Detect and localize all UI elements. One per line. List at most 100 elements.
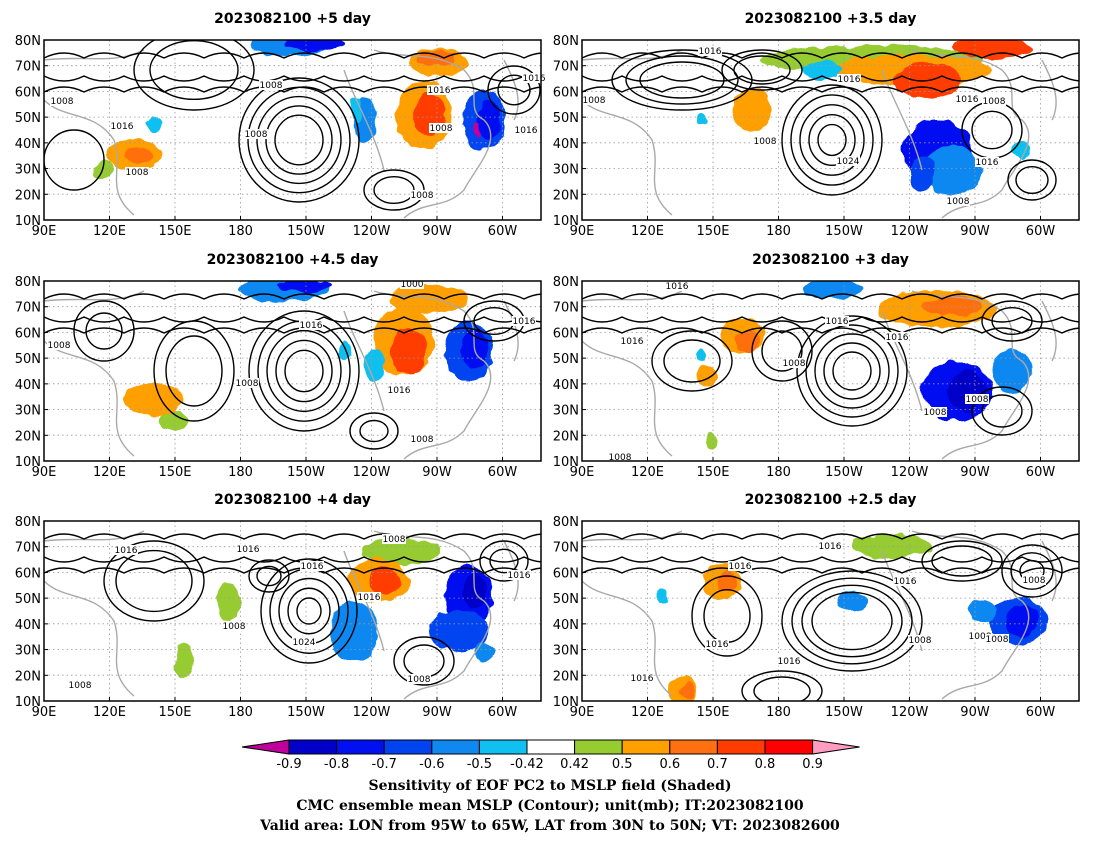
mslp-contour: [284, 349, 324, 393]
lon-tick-label: 150E: [696, 705, 729, 720]
contour-label: 1016: [115, 546, 138, 556]
map-panels: 1016 1008 1008 1016 1016 1008 1008 1016 1008 1008…: [15, 11, 1080, 720]
sensitivity-shade: [391, 327, 427, 375]
lat-tick-label: 20N: [15, 669, 41, 684]
lon-tick-label: 60W: [1026, 465, 1056, 480]
lat-tick-label: 40N: [553, 137, 579, 152]
lat-tick-label: 10N: [553, 214, 579, 229]
lon-tick-label: 60W: [488, 705, 518, 720]
mslp-contour: [582, 327, 1079, 334]
contour-label: 1008: [408, 675, 431, 685]
colorbar-segment: [526, 739, 576, 755]
lon-tick-label: 60W: [1026, 224, 1056, 239]
mslp-contour: [274, 114, 324, 166]
sensitivity-shade: [922, 145, 982, 195]
contour-label: 1016: [111, 122, 134, 132]
sensitivity-shade: [949, 371, 985, 411]
lon-tick-label: 180: [766, 465, 791, 480]
map-frame: [581, 520, 1080, 702]
colorbar-segment: [574, 739, 623, 755]
contour-label: 1016: [706, 640, 729, 650]
mslp-contour: [781, 570, 923, 672]
sensitivity-shade: [462, 573, 486, 609]
contour-label: 1016: [631, 674, 654, 684]
lat-tick-label: 30N: [553, 163, 579, 178]
contour-label: 1008: [969, 632, 992, 642]
colorbar-left-arrow: [241, 739, 290, 755]
mslp-contour: [44, 75, 541, 82]
contour-label: 1016: [838, 75, 861, 85]
mslp-contour: [741, 670, 823, 701]
contour-label: 1008: [983, 97, 1006, 107]
lat-tick-label: 70N: [553, 301, 579, 316]
sensitivity-shade: [992, 349, 1032, 393]
contour-label: 1008: [236, 379, 259, 389]
mslp-contour: [489, 548, 519, 574]
mslp-contour: [359, 419, 389, 443]
mslp-contour: [275, 339, 333, 403]
lat-tick-label: 60N: [15, 85, 41, 100]
mslp-contour: [44, 129, 105, 191]
mslp-contour: [663, 339, 721, 383]
coastline: [1041, 59, 1057, 121]
colorbar-label: -0.5: [467, 757, 492, 772]
mslp-contour: [296, 597, 322, 625]
colorbar-label: 0.9: [802, 757, 823, 772]
lat-tick-label: 60N: [553, 566, 579, 581]
colorbar-label: 0.7: [707, 757, 728, 772]
lon-tick-label: 120W: [353, 224, 391, 239]
lat-tick-label: 30N: [15, 644, 41, 659]
panel-title: 2023082100 +3 day: [752, 252, 909, 268]
mslp-contour: [85, 312, 123, 350]
contour-label: 1016: [699, 47, 722, 57]
map-frame: [581, 280, 1080, 462]
mslp-contour: [751, 320, 813, 382]
map-panel-p4: 1016 1016 1016 1008 1016 1008 1024 1008 1016 1008…: [15, 492, 542, 720]
map-panel-p25: 1016 1016 1008 1016 1008 1016 1016 1008 1016 1008…: [553, 492, 1080, 720]
sensitivity-shade: [473, 122, 481, 138]
lat-tick-label: 50N: [15, 352, 41, 367]
map-frame: [43, 520, 542, 702]
lat-tick-label: 50N: [553, 352, 579, 367]
lat-tick-label: 30N: [553, 404, 579, 419]
contour-label: 1008: [609, 453, 632, 463]
lon-tick-label: 150W: [825, 465, 863, 480]
lat-tick-label: 70N: [15, 541, 41, 556]
lat-tick-label: 20N: [553, 429, 579, 444]
contour-label: 1016: [515, 126, 538, 136]
lat-tick-label: 30N: [15, 163, 41, 178]
mslp-contour: [133, 40, 255, 111]
sensitivity-shade: [276, 281, 332, 292]
lon-tick-label: 90E: [32, 465, 57, 480]
panel-title: 2023082100 +4.5 day: [207, 252, 379, 268]
contour-label: 1008: [909, 636, 932, 646]
sensitivity-shade: [338, 341, 350, 361]
colorbar-label: -0.6: [419, 757, 444, 772]
mslp-contour: [238, 77, 360, 203]
sensitivity-shade: [802, 60, 842, 80]
lat-tick-label: 50N: [553, 111, 579, 126]
contour-label: 1016: [300, 321, 323, 331]
mslp-contour: [808, 113, 856, 166]
mslp-contour: [691, 575, 763, 657]
sensitivity-shade: [697, 366, 717, 386]
sensitivity-shade: [732, 88, 772, 132]
lat-tick-label: 70N: [15, 301, 41, 316]
contour-label: 1016: [237, 545, 260, 555]
mslp-contour: [805, 324, 899, 418]
lon-tick-label: 90E: [570, 224, 595, 239]
mslp-contour: [639, 61, 725, 99]
colorbar-segment: [336, 739, 385, 755]
lon-tick-label: 180: [228, 465, 253, 480]
coastline: [881, 290, 1030, 460]
mslp-contour: [582, 52, 1079, 59]
sensitivity-shade: [94, 162, 114, 178]
contour-label: 1008: [947, 197, 970, 207]
mslp-contour: [1015, 165, 1049, 195]
contour-label: 1016: [778, 657, 801, 667]
mslp-contour: [582, 293, 1079, 300]
lon-tick-label: 120W: [353, 465, 391, 480]
mslp-contour: [260, 558, 358, 664]
lat-tick-label: 40N: [553, 378, 579, 393]
colorbar-segment: [431, 739, 480, 755]
